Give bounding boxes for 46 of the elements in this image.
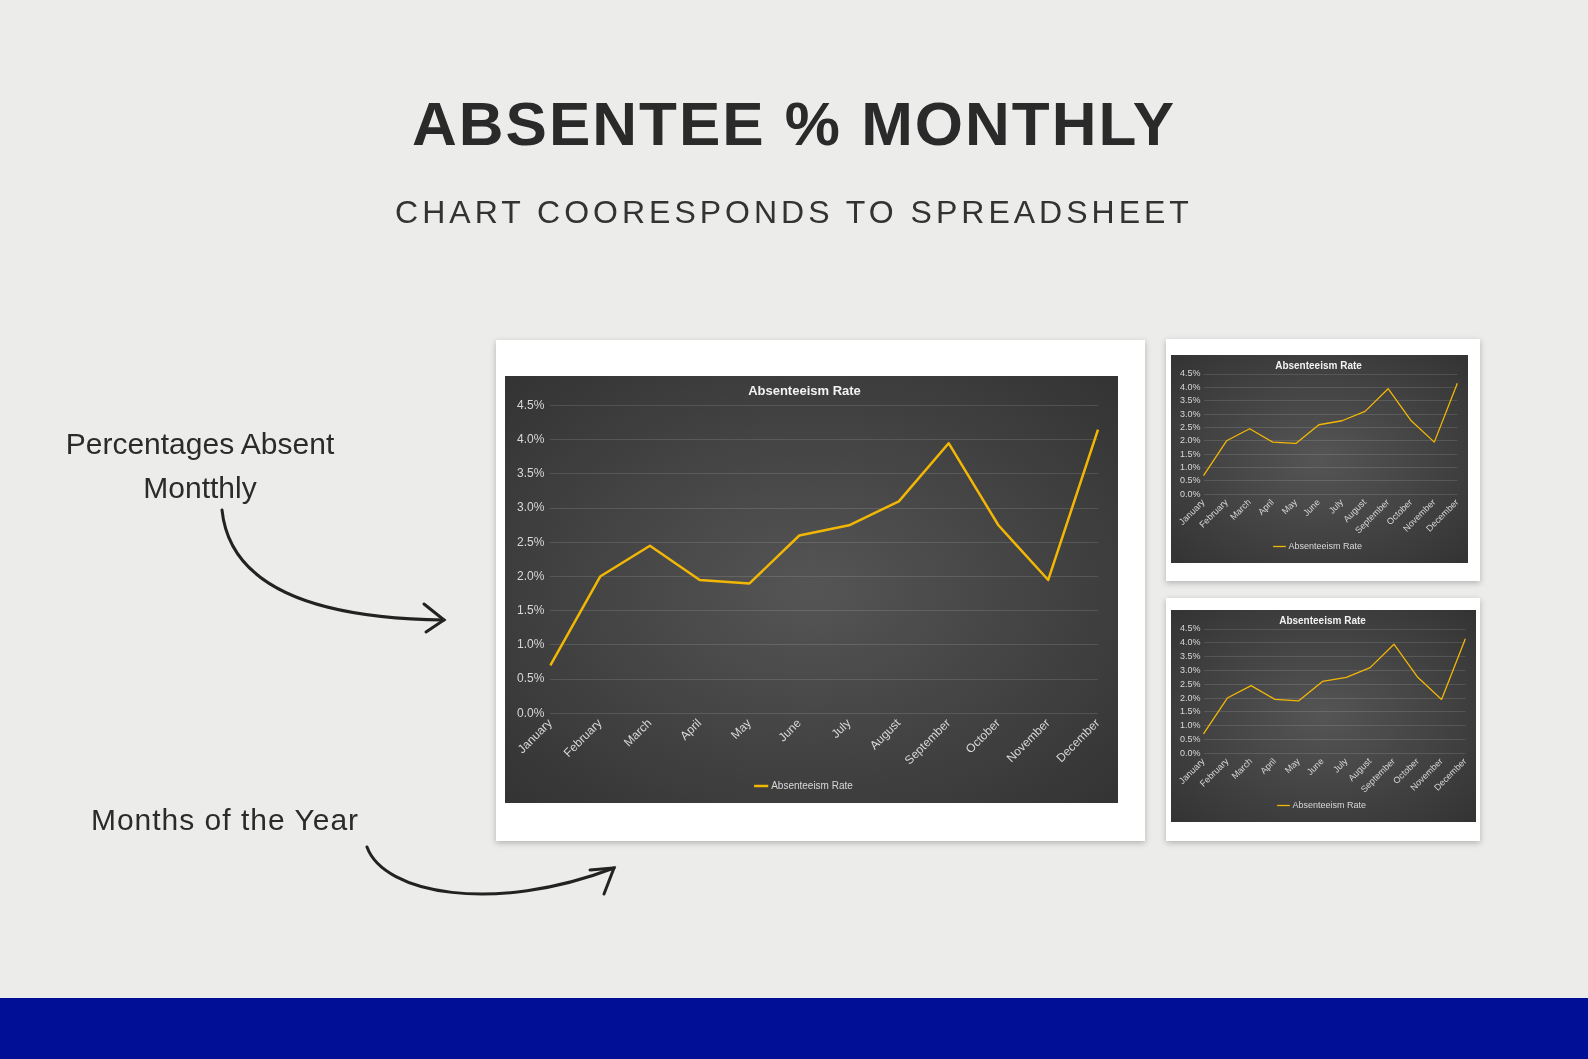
text: Months of the Year: [89, 803, 361, 837]
chart-title: Absenteeism Rate: [1279, 614, 1367, 626]
y-tick-label: 2.5%: [1180, 678, 1201, 689]
y-tick-label: 1.5%: [1180, 706, 1201, 717]
y-tick-label: 2.0%: [1180, 692, 1201, 703]
y-tick-label: 4.0%: [1180, 637, 1201, 648]
y-tick-label: 4.0%: [516, 432, 545, 447]
y-tick-label: 3.0%: [1180, 408, 1201, 419]
y-tick-label: 1.5%: [516, 603, 545, 618]
y-tick-label: 0.0%: [1180, 488, 1201, 499]
y-tick-label: 2.5%: [1180, 421, 1201, 432]
y-tick-label: 0.0%: [1180, 747, 1201, 758]
legend-label: Absenteeism Rate: [1288, 540, 1363, 551]
text: CHART COORESPONDS TO SPREADSHEET: [394, 194, 1194, 231]
text: ABSENTEE % MONTHLY: [411, 88, 1177, 159]
y-tick-label: 4.0%: [1180, 381, 1201, 392]
y-tick-label: 3.5%: [1180, 651, 1201, 662]
legend-label: Absenteeism Rate: [771, 779, 854, 791]
y-tick-label: 1.5%: [1180, 448, 1201, 459]
y-tick-label: 3.0%: [1180, 664, 1201, 675]
x-tick-label: May: [728, 715, 754, 742]
x-tick-label: July: [828, 715, 854, 741]
y-tick-label: 0.5%: [1180, 733, 1201, 744]
y-tick-label: 4.5%: [516, 397, 545, 412]
y-tick-label: 3.5%: [1180, 395, 1201, 406]
y-tick-label: 3.0%: [516, 500, 545, 515]
text: Percentages Absent Montthly: [64, 426, 336, 506]
y-tick-label: 0.5%: [516, 671, 545, 686]
y-tick-label: 2.0%: [1180, 435, 1201, 446]
y-tick-label: 4.5%: [1180, 623, 1201, 634]
x-tick-label: May: [1279, 496, 1300, 517]
y-tick-label: 2.0%: [516, 568, 545, 583]
y-tick-label: 0.5%: [1180, 475, 1201, 486]
chart-title: Absenteeism Rate: [748, 383, 861, 399]
y-tick-label: 0.0%: [516, 705, 545, 720]
chart-title: Absenteeism Rate: [1275, 359, 1363, 371]
x-tick-label: July: [1331, 755, 1350, 775]
legend-label: Absenteeism Rate: [1292, 799, 1367, 810]
y-tick-label: 3.5%: [516, 466, 545, 481]
y-tick-label: 1.0%: [1180, 462, 1201, 472]
x-tick-label: May: [1282, 755, 1303, 776]
y-tick-label: 2.5%: [516, 534, 545, 549]
x-tick-label: July: [1326, 496, 1346, 516]
y-tick-label: 4.5%: [1180, 368, 1201, 379]
y-tick-label: 1.0%: [516, 637, 545, 652]
y-tick-label: 1.0%: [1180, 720, 1201, 731]
